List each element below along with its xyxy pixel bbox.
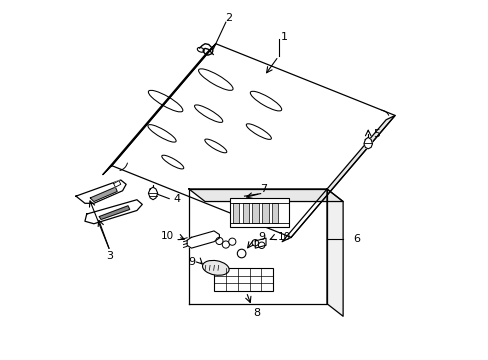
Text: 5: 5: [372, 129, 379, 139]
Circle shape: [258, 242, 264, 248]
Polygon shape: [282, 116, 394, 242]
Text: 6: 6: [352, 234, 359, 244]
Text: 7: 7: [260, 184, 266, 194]
Polygon shape: [76, 180, 126, 203]
Polygon shape: [326, 189, 343, 316]
Polygon shape: [188, 189, 326, 304]
Circle shape: [215, 237, 223, 244]
Bar: [242, 203, 249, 223]
Circle shape: [237, 249, 245, 258]
Bar: [271, 203, 278, 223]
Polygon shape: [112, 44, 394, 237]
Bar: [233, 203, 239, 223]
Polygon shape: [99, 206, 129, 220]
Text: 1: 1: [280, 32, 287, 42]
Bar: [214, 268, 273, 291]
Text: 2: 2: [224, 13, 231, 23]
Polygon shape: [102, 44, 215, 175]
Polygon shape: [255, 238, 265, 248]
Text: 3: 3: [106, 251, 113, 261]
Text: 4: 4: [173, 194, 180, 204]
Bar: [252, 203, 258, 223]
Circle shape: [222, 241, 229, 248]
Polygon shape: [188, 189, 343, 202]
Text: 8: 8: [253, 308, 260, 318]
Polygon shape: [85, 200, 142, 224]
Polygon shape: [148, 187, 158, 200]
Polygon shape: [363, 137, 372, 149]
Text: 9: 9: [257, 232, 264, 242]
Circle shape: [228, 238, 235, 245]
Polygon shape: [187, 231, 219, 248]
Polygon shape: [90, 187, 117, 202]
Bar: [262, 203, 268, 223]
Text: 10: 10: [277, 232, 290, 242]
Text: 9: 9: [187, 257, 195, 267]
Text: 10: 10: [161, 231, 174, 241]
Circle shape: [251, 239, 258, 246]
Bar: [230, 198, 289, 226]
Polygon shape: [113, 181, 121, 187]
Ellipse shape: [202, 260, 229, 275]
